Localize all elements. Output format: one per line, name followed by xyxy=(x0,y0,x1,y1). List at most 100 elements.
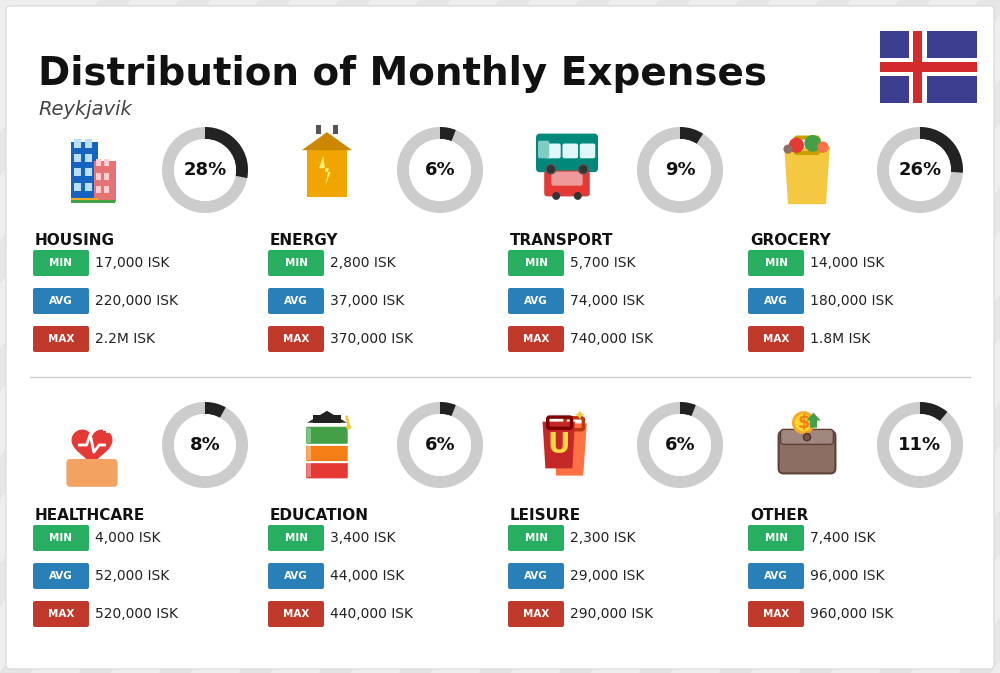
FancyBboxPatch shape xyxy=(305,443,349,462)
FancyBboxPatch shape xyxy=(85,139,92,147)
Text: MIN: MIN xyxy=(765,258,788,268)
Circle shape xyxy=(552,192,560,200)
FancyBboxPatch shape xyxy=(74,168,81,176)
Wedge shape xyxy=(440,402,456,416)
FancyBboxPatch shape xyxy=(779,431,835,473)
Circle shape xyxy=(409,139,471,201)
FancyBboxPatch shape xyxy=(880,58,977,76)
Circle shape xyxy=(174,139,236,201)
Text: 440,000 ISK: 440,000 ISK xyxy=(330,607,413,621)
Text: 7,400 ISK: 7,400 ISK xyxy=(810,531,876,545)
Text: 370,000 ISK: 370,000 ISK xyxy=(330,332,413,346)
FancyBboxPatch shape xyxy=(268,288,324,314)
Polygon shape xyxy=(319,155,331,186)
Text: AVG: AVG xyxy=(284,296,308,306)
FancyBboxPatch shape xyxy=(33,288,89,314)
Text: MAX: MAX xyxy=(283,334,309,344)
FancyBboxPatch shape xyxy=(103,428,111,431)
Text: 180,000 ISK: 180,000 ISK xyxy=(810,294,893,308)
Text: LEISURE: LEISURE xyxy=(510,508,581,523)
FancyBboxPatch shape xyxy=(74,139,81,147)
FancyBboxPatch shape xyxy=(74,153,81,162)
FancyBboxPatch shape xyxy=(316,125,321,134)
Text: MAX: MAX xyxy=(48,609,74,619)
Text: 6%: 6% xyxy=(425,161,455,179)
Text: 960,000 ISK: 960,000 ISK xyxy=(810,607,893,621)
Circle shape xyxy=(574,192,582,200)
Circle shape xyxy=(789,138,804,153)
Text: EDUCATION: EDUCATION xyxy=(270,508,369,523)
Text: 2,800 ISK: 2,800 ISK xyxy=(330,256,396,270)
Wedge shape xyxy=(205,402,226,418)
Text: TRANSPORT: TRANSPORT xyxy=(510,233,614,248)
FancyBboxPatch shape xyxy=(33,601,89,627)
Text: 96,000 ISK: 96,000 ISK xyxy=(810,569,885,583)
FancyBboxPatch shape xyxy=(71,141,98,203)
FancyBboxPatch shape xyxy=(307,428,311,443)
Wedge shape xyxy=(162,402,248,488)
Wedge shape xyxy=(440,127,456,141)
FancyBboxPatch shape xyxy=(313,415,341,423)
FancyBboxPatch shape xyxy=(33,250,89,276)
FancyBboxPatch shape xyxy=(508,601,564,627)
Text: 740,000 ISK: 740,000 ISK xyxy=(570,332,653,346)
FancyBboxPatch shape xyxy=(268,326,324,352)
Polygon shape xyxy=(307,411,347,423)
Circle shape xyxy=(817,141,829,153)
FancyBboxPatch shape xyxy=(66,459,118,487)
Wedge shape xyxy=(680,127,703,144)
FancyBboxPatch shape xyxy=(580,143,595,158)
Circle shape xyxy=(889,139,951,201)
FancyBboxPatch shape xyxy=(305,426,349,445)
Text: U: U xyxy=(548,431,570,459)
Text: HOUSING: HOUSING xyxy=(35,233,115,248)
Circle shape xyxy=(649,139,711,201)
FancyBboxPatch shape xyxy=(748,525,804,551)
Polygon shape xyxy=(806,413,821,428)
Wedge shape xyxy=(920,402,947,421)
FancyBboxPatch shape xyxy=(96,186,101,192)
Circle shape xyxy=(174,414,236,476)
Wedge shape xyxy=(397,402,483,488)
Text: ✦: ✦ xyxy=(574,409,585,423)
FancyBboxPatch shape xyxy=(96,160,101,166)
FancyBboxPatch shape xyxy=(909,31,927,103)
Text: OTHER: OTHER xyxy=(750,508,808,523)
Circle shape xyxy=(783,145,793,153)
Wedge shape xyxy=(637,402,723,488)
FancyBboxPatch shape xyxy=(268,250,324,276)
Wedge shape xyxy=(397,127,483,213)
FancyBboxPatch shape xyxy=(536,134,598,172)
FancyBboxPatch shape xyxy=(85,168,92,176)
FancyBboxPatch shape xyxy=(71,198,98,203)
Text: 44,000 ISK: 44,000 ISK xyxy=(330,569,404,583)
Text: 6%: 6% xyxy=(425,436,455,454)
Text: ENERGY: ENERGY xyxy=(270,233,338,248)
FancyBboxPatch shape xyxy=(33,563,89,589)
Text: MAX: MAX xyxy=(523,609,549,619)
Wedge shape xyxy=(162,127,248,213)
FancyBboxPatch shape xyxy=(748,563,804,589)
Text: MIN: MIN xyxy=(50,258,72,268)
FancyBboxPatch shape xyxy=(748,250,804,276)
Text: MIN: MIN xyxy=(50,533,72,543)
FancyBboxPatch shape xyxy=(748,601,804,627)
Circle shape xyxy=(793,413,813,433)
FancyBboxPatch shape xyxy=(913,31,922,103)
Text: MIN: MIN xyxy=(285,533,308,543)
FancyBboxPatch shape xyxy=(6,6,994,669)
Text: MAX: MAX xyxy=(523,334,549,344)
Text: 6%: 6% xyxy=(665,436,695,454)
FancyBboxPatch shape xyxy=(781,429,833,444)
FancyBboxPatch shape xyxy=(880,31,977,103)
Text: 74,000 ISK: 74,000 ISK xyxy=(570,294,644,308)
Text: MIN: MIN xyxy=(524,258,548,268)
Text: GROCERY: GROCERY xyxy=(750,233,831,248)
FancyBboxPatch shape xyxy=(71,201,115,203)
Text: HEALTHCARE: HEALTHCARE xyxy=(35,508,145,523)
Polygon shape xyxy=(553,423,587,476)
Text: MIN: MIN xyxy=(765,533,788,543)
Text: MIN: MIN xyxy=(285,258,308,268)
Wedge shape xyxy=(877,402,963,488)
Text: 3,400 ISK: 3,400 ISK xyxy=(330,531,396,545)
